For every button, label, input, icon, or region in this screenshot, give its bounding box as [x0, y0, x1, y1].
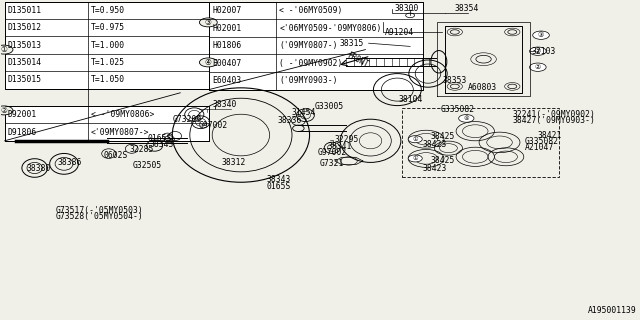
Text: 32103: 32103: [531, 47, 556, 56]
Text: ('09MY0903-): ('09MY0903-): [279, 76, 338, 85]
Text: T=1.025: T=1.025: [91, 58, 125, 67]
Text: D92001: D92001: [8, 110, 37, 119]
Text: 38380: 38380: [27, 164, 51, 173]
Text: E00407: E00407: [212, 59, 241, 68]
Text: <'06MY0509-'09MY0806): <'06MY0509-'09MY0806): [279, 23, 381, 33]
Text: 38354: 38354: [455, 4, 479, 12]
Text: 32241(-'09MY0902): 32241(-'09MY0902): [512, 110, 595, 119]
Text: 38343: 38343: [266, 175, 291, 184]
Text: G7321: G7321: [319, 159, 344, 168]
Text: <'09MY0807->: <'09MY0807->: [91, 128, 149, 137]
Text: ③: ③: [538, 32, 544, 38]
Text: 38423: 38423: [423, 164, 447, 173]
Text: G97002: G97002: [317, 148, 347, 157]
Text: T=0.975: T=0.975: [91, 23, 125, 32]
Text: 38312: 38312: [221, 158, 246, 167]
Text: D135014: D135014: [8, 58, 42, 67]
Text: ①: ①: [412, 137, 418, 142]
Text: G73517(-'05MY0503): G73517(-'05MY0503): [56, 206, 143, 215]
Bar: [4, 2, 209, 89]
Text: A60803: A60803: [468, 83, 497, 92]
Text: G335082: G335082: [525, 137, 559, 146]
Text: 38427('09MY0903-): 38427('09MY0903-): [512, 116, 595, 124]
Text: 38343: 38343: [150, 140, 174, 149]
Text: ( -'09MY0902): ( -'09MY0902): [279, 59, 342, 68]
Text: < -'06MY0509): < -'06MY0509): [279, 6, 342, 15]
Text: 0165S: 0165S: [147, 134, 172, 143]
Text: H01806: H01806: [212, 41, 241, 50]
Circle shape: [408, 136, 422, 143]
Text: A91204: A91204: [385, 28, 414, 36]
Text: T=1.050: T=1.050: [91, 76, 125, 84]
Circle shape: [529, 47, 546, 55]
Bar: [403, 108, 559, 177]
Text: 38353: 38353: [442, 76, 467, 84]
Text: G335082: G335082: [441, 105, 475, 114]
Text: 0602S: 0602S: [104, 151, 128, 160]
Text: 32285: 32285: [129, 145, 154, 154]
Text: A195001139: A195001139: [588, 306, 637, 315]
Text: 38425: 38425: [431, 156, 455, 165]
Text: 38300: 38300: [394, 4, 419, 12]
Text: D135011: D135011: [8, 6, 42, 15]
Text: E60403: E60403: [212, 76, 241, 85]
Text: 38315: 38315: [340, 39, 364, 48]
Bar: [209, 2, 423, 90]
Text: A21047: A21047: [525, 143, 554, 152]
Circle shape: [0, 106, 13, 115]
Text: 38104: 38104: [399, 95, 423, 104]
Text: T=1.000: T=1.000: [91, 41, 125, 50]
Bar: [4, 106, 209, 141]
Text: ②: ②: [534, 64, 541, 70]
Text: 38336: 38336: [277, 116, 301, 124]
Circle shape: [0, 45, 13, 54]
Text: D135013: D135013: [8, 41, 42, 50]
Text: D135012: D135012: [8, 23, 42, 32]
Text: 38340: 38340: [212, 100, 237, 108]
Text: G73209: G73209: [173, 115, 202, 124]
Text: 38425: 38425: [431, 132, 455, 141]
Text: 0165S: 0165S: [266, 182, 291, 191]
Text: 38386: 38386: [58, 158, 82, 167]
Text: 32295: 32295: [335, 135, 359, 144]
Text: ④: ④: [205, 58, 212, 67]
Text: 31454: 31454: [292, 108, 316, 117]
Text: FRONT: FRONT: [346, 51, 370, 69]
Text: ④: ④: [463, 116, 469, 121]
Text: 38423: 38423: [423, 140, 447, 149]
Text: G33005: G33005: [314, 102, 344, 111]
Text: D91806: D91806: [8, 128, 37, 137]
Text: ③: ③: [205, 18, 212, 27]
Text: G73528('05MY0504-): G73528('05MY0504-): [56, 212, 143, 221]
Text: 38421: 38421: [538, 131, 562, 140]
Circle shape: [200, 58, 218, 67]
Text: H02007: H02007: [212, 6, 241, 15]
Circle shape: [529, 63, 546, 71]
Text: ②: ②: [1, 106, 8, 115]
Circle shape: [408, 155, 422, 162]
Text: < -'09MY0806>: < -'09MY0806>: [91, 110, 154, 119]
Text: G97002: G97002: [198, 121, 227, 130]
Text: ②: ②: [534, 48, 541, 54]
Text: T=0.950: T=0.950: [91, 6, 125, 15]
Circle shape: [200, 18, 218, 27]
Circle shape: [532, 31, 549, 39]
Text: D135015: D135015: [8, 76, 42, 84]
Text: 38341: 38341: [327, 142, 351, 151]
Text: ①: ①: [1, 45, 8, 54]
Text: H02001: H02001: [212, 23, 241, 33]
Circle shape: [459, 115, 474, 122]
Text: ①: ①: [412, 156, 418, 161]
Text: G32505: G32505: [132, 161, 162, 170]
Text: ('09MY0807-): ('09MY0807-): [279, 41, 338, 50]
